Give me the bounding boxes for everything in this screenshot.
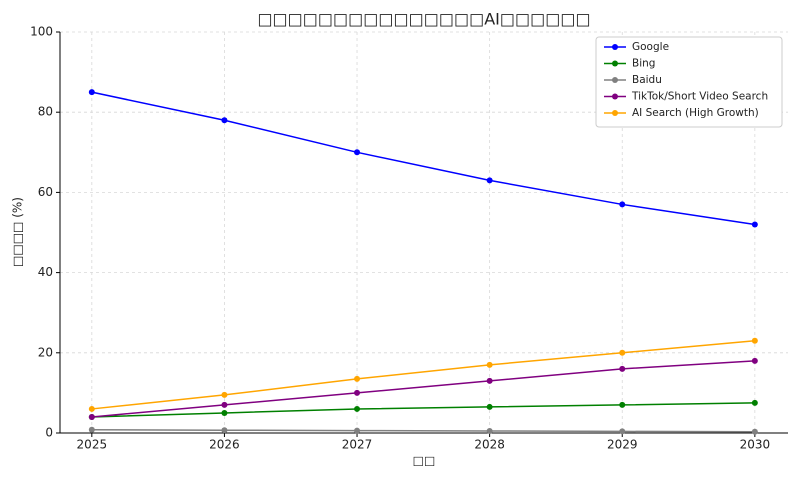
series-line [91, 340, 755, 410]
data-point [88, 413, 95, 420]
x-tick-label: 2029 [607, 438, 638, 452]
legend-marker [612, 44, 618, 50]
series-line [91, 91, 755, 226]
data-point [619, 428, 626, 435]
y-tick-label: 20 [38, 345, 53, 359]
x-tick-label: 2027 [342, 438, 373, 452]
chart-title: □□□□□□□□□□□□□□□AI□□□□□□ [257, 10, 590, 29]
legend-label: Google [632, 41, 669, 53]
legend-marker [612, 110, 618, 116]
series-line [91, 360, 755, 418]
legend-label: Bing [632, 58, 655, 70]
x-tick-label: 2026 [209, 438, 240, 452]
data-point [354, 427, 361, 434]
series-line [91, 402, 755, 418]
y-tick-label: 100 [30, 25, 53, 39]
data-point [619, 365, 626, 372]
data-point [354, 375, 361, 382]
data-point [486, 427, 493, 434]
data-point [751, 399, 758, 406]
data-point [619, 401, 626, 408]
data-point [221, 427, 228, 434]
data-point [221, 409, 228, 416]
legend: Google Bing Baidu TikTok/Short Video Search… [595, 36, 783, 128]
y-tick-label: 0 [45, 426, 53, 440]
legend-label: Baidu [632, 74, 662, 86]
data-point [751, 221, 758, 228]
data-point [486, 177, 493, 184]
legend-marker [612, 60, 618, 67]
y-axis-label: □□□□ (%) [11, 197, 25, 267]
data-point [354, 149, 361, 156]
y-tick-label: 80 [38, 105, 53, 119]
data-point [88, 89, 95, 96]
data-point [88, 426, 95, 433]
data-point [88, 405, 95, 412]
data-point [486, 361, 493, 368]
x-tick-label: 2028 [474, 438, 505, 452]
data-point [619, 201, 626, 208]
data-point [751, 337, 758, 344]
data-point [354, 389, 361, 396]
legend-box [595, 36, 783, 128]
data-point [751, 357, 758, 364]
data-point [619, 349, 626, 356]
legend-marker [612, 93, 618, 100]
y-tick-label: 60 [38, 185, 53, 199]
y-tick-label: 40 [38, 265, 53, 279]
data-point [221, 391, 228, 398]
data-point [751, 428, 758, 435]
series-line [91, 429, 755, 433]
data-point [354, 405, 361, 412]
legend-marker [612, 77, 618, 83]
data-point [221, 117, 228, 124]
legend-label: TikTok/Short Video Search [631, 91, 768, 103]
data-point [486, 403, 493, 410]
legend-label: AI Search (High Growth) [632, 107, 759, 119]
x-tick-label: 2025 [77, 438, 108, 452]
x-axis-label: □□ [413, 454, 436, 468]
data-point [486, 377, 493, 384]
x-tick-label: 2030 [740, 438, 771, 452]
data-point [221, 401, 228, 408]
